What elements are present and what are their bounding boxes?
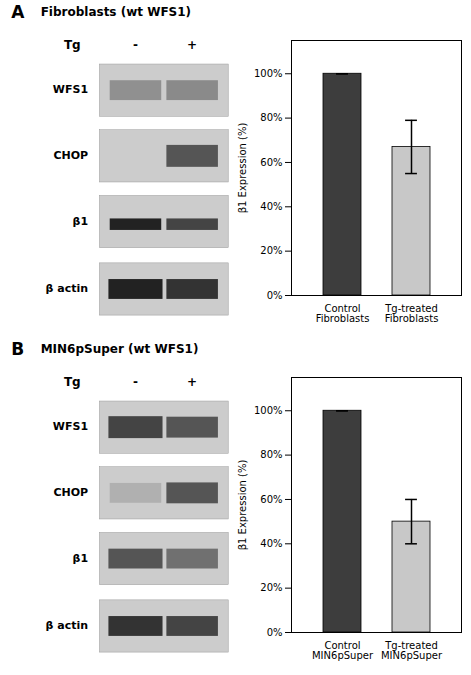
svg-text:40%: 40% — [260, 538, 282, 549]
svg-text:β1 Expression (%): β1 Expression (%) — [237, 460, 248, 551]
svg-text:CHOP: CHOP — [53, 149, 88, 162]
svg-text:WFS1: WFS1 — [53, 420, 88, 433]
svg-text:20%: 20% — [260, 582, 282, 593]
svg-text:WFS1: WFS1 — [53, 83, 88, 96]
svg-text:20%: 20% — [260, 245, 282, 256]
svg-text:A: A — [11, 2, 25, 22]
svg-text:β actin: β actin — [46, 619, 89, 632]
svg-text:100%: 100% — [254, 405, 283, 416]
svg-text:β1 Expression (%): β1 Expression (%) — [237, 123, 248, 214]
svg-text:+: + — [187, 375, 197, 389]
svg-text:Tg: Tg — [64, 375, 81, 389]
svg-text:-: - — [133, 38, 138, 52]
svg-text:100%: 100% — [254, 68, 283, 79]
svg-text:40%: 40% — [260, 201, 282, 212]
svg-text:0%: 0% — [267, 290, 283, 301]
svg-text:β actin: β actin — [46, 282, 89, 295]
svg-text:+: + — [187, 38, 197, 52]
svg-text:CHOP: CHOP — [53, 486, 88, 499]
svg-text:β1: β1 — [73, 215, 89, 228]
svg-text:β1: β1 — [73, 552, 89, 565]
svg-text:Tg-treatedFibroblasts: Tg-treatedFibroblasts — [384, 303, 438, 324]
svg-text:ControlMIN6pSuper: ControlMIN6pSuper — [312, 640, 374, 661]
svg-text:60%: 60% — [260, 157, 282, 168]
svg-text:80%: 80% — [260, 112, 282, 123]
svg-text:0%: 0% — [267, 627, 283, 638]
svg-text:Tg: Tg — [64, 38, 81, 52]
svg-text:Tg-treatedMIN6pSuper: Tg-treatedMIN6pSuper — [381, 640, 443, 661]
svg-text:MIN6pSuper (wt WFS1): MIN6pSuper (wt WFS1) — [41, 342, 199, 356]
svg-text:Fibroblasts (wt WFS1): Fibroblasts (wt WFS1) — [41, 5, 191, 19]
svg-text:60%: 60% — [260, 494, 282, 505]
svg-text:-: - — [133, 375, 138, 389]
svg-text:B: B — [11, 339, 24, 359]
svg-text:80%: 80% — [260, 449, 282, 460]
svg-text:ControlFibroblasts: ControlFibroblasts — [316, 303, 370, 324]
